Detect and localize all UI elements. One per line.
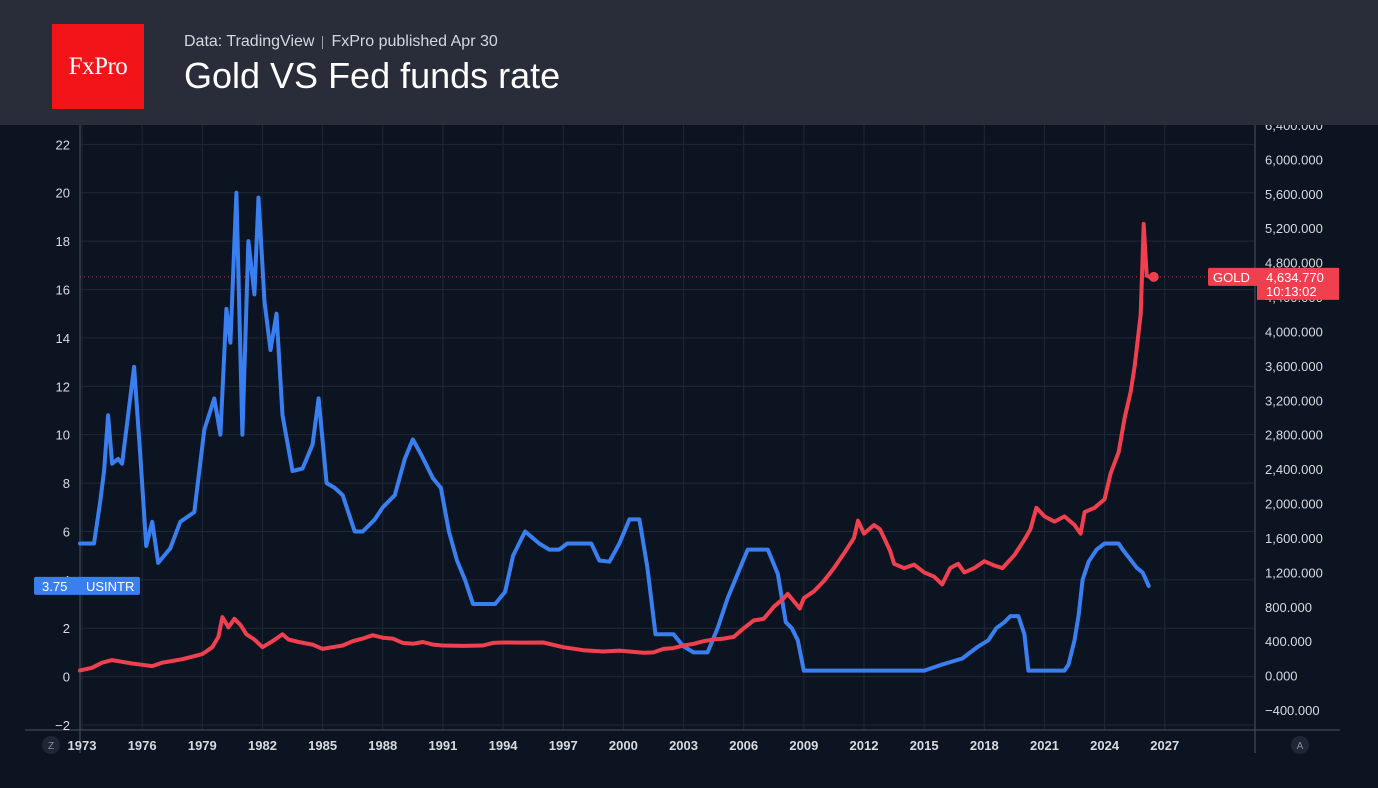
right-axis-tick-label: 1,600.000 (1265, 531, 1323, 546)
right-axis-tick-label: 400.000 (1265, 634, 1312, 649)
x-axis-tick-label: 1982 (248, 738, 277, 753)
gold-last-point (1148, 271, 1159, 282)
left-axis-tick-label: 12 (56, 379, 70, 394)
right-axis-tick-label: 0.000 (1265, 669, 1298, 684)
left-scale-toggle[interactable] (42, 736, 60, 754)
published-date: FxPro published Apr 30 (331, 33, 498, 50)
usintr-series-name: USINTR (86, 579, 134, 594)
x-axis-tick-label: 1985 (308, 738, 337, 753)
gold-name-tag (1208, 267, 1258, 286)
right-axis-tick-label: 6,000.000 (1265, 152, 1323, 167)
x-axis-tick-label: 1988 (368, 738, 397, 753)
left-axis-tick-label: 16 (56, 283, 70, 298)
x-axis-tick-label: 1973 (68, 738, 97, 753)
right-axis-tick-label: 2,000.000 (1265, 497, 1323, 512)
gold-countdown: 10:13:02 (1266, 284, 1317, 299)
gold-series-name: GOLD (1213, 270, 1250, 285)
source-line: Data: TradingView FxPro published Apr 30 (184, 33, 498, 51)
right-axis-tick-label: 800.000 (1265, 600, 1312, 615)
left-axis-tick-label: 22 (56, 137, 70, 152)
right-axis-tick-label: 5,600.000 (1265, 187, 1323, 202)
right-axis-ticks: 6,400.000 6,000.000 5,600.000 5,200.000 4,80… (1265, 125, 1323, 718)
right-axis-tick-label: 3,200.000 (1265, 393, 1323, 408)
logo-text: FxPro (68, 52, 128, 80)
x-axis-tick-label: 1991 (428, 738, 457, 753)
usintr-value-tag (34, 576, 140, 595)
series-line-gold (78, 221, 1152, 673)
left-axis-tick-label: 20 (56, 186, 70, 201)
right-scale-toggle-label: A (1297, 741, 1304, 752)
separator (322, 35, 324, 49)
x-axis-tick-label: 2027 (1150, 738, 1179, 753)
x-axis-tick-label: 2018 (970, 738, 999, 753)
brand-logo: FxPro (52, 24, 144, 109)
x-axis-tick-label: 1994 (489, 738, 519, 753)
right-axis-tick-label: 4,800.000 (1265, 256, 1323, 271)
right-axis-tick-label: 2,400.000 (1265, 462, 1323, 477)
gold-value-tag (1257, 267, 1339, 300)
chart[interactable]: ZA 2220181614121086420−2 6,400.0006,000.… (0, 125, 1378, 788)
left-axis-tick-label: 2 (63, 621, 70, 636)
x-axis-tick-label: 2012 (850, 738, 879, 753)
right-axis-tick-label: 1,200.000 (1265, 565, 1323, 580)
left-axis-tick-label: 6 (63, 524, 70, 539)
x-axis-tick-label: 1976 (128, 738, 157, 753)
series-lines (78, 190, 1255, 673)
x-axis-tick-label: 2006 (729, 738, 758, 753)
right-axis-tick-label: 2,800.000 (1265, 428, 1323, 443)
right-scale-toggle[interactable] (1291, 736, 1309, 754)
left-axis-tick-label: 10 (56, 428, 70, 443)
right-axis-tick-label: 4,000.000 (1265, 324, 1323, 339)
left-axis-tick-label: −2 (55, 718, 70, 733)
gold-last-value: 4,634.770 (1266, 270, 1324, 285)
right-axis-tick-label: −400.000 (1265, 703, 1320, 718)
left-axis-tick-label: 18 (56, 234, 70, 249)
usintr-last-value: 3.75 (42, 579, 67, 594)
left-axis-tick-label: 8 (63, 476, 70, 491)
x-axis-tick-label: 2021 (1030, 738, 1059, 753)
data-source: Data: TradingView (184, 33, 315, 50)
left-axis-ticks: 2220181614121086420−2 (55, 137, 70, 733)
x-axis-tick-label: 2009 (789, 738, 818, 753)
x-axis-tick-label: 2015 (910, 738, 939, 753)
page-title: Gold VS Fed funds rate (184, 55, 561, 96)
left-axis-tick-label: 14 (56, 331, 70, 346)
x-axis-tick-label: 2024 (1090, 738, 1120, 753)
left-scale-toggle-label: Z (48, 741, 54, 752)
header: FxPro Data: TradingView FxPro published … (0, 0, 1378, 125)
x-axis-tick-label: 2003 (669, 738, 698, 753)
x-axis-tick-label: 1997 (549, 738, 578, 753)
right-axis-tick-label: 6,400.000 (1265, 125, 1323, 133)
x-axis-tick-label: 2000 (609, 738, 638, 753)
x-axis-ticks: 1973 1976 1979 1982 1985 1988 1991 1994 1997 2000… (68, 738, 1180, 753)
left-axis-tick-label: 0 (63, 670, 70, 685)
x-axis-tick-label: 1979 (188, 738, 217, 753)
right-axis-tick-label: 5,200.000 (1265, 221, 1323, 236)
right-axis-tick-label: 3,600.000 (1265, 359, 1323, 374)
series-line-usintr (78, 190, 1151, 673)
